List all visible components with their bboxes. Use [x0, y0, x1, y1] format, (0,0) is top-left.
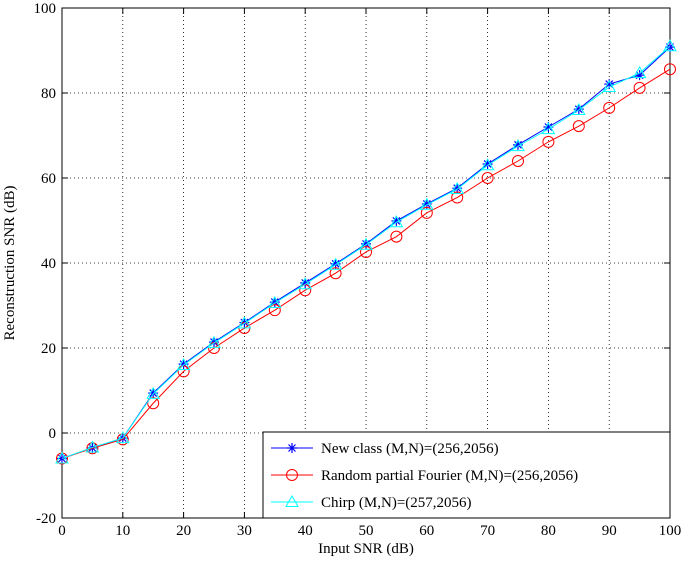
marker: [421, 198, 432, 209]
legend-label: Random partial Fourier (M,N)=(256,2056): [321, 468, 578, 484]
legend-marker: [285, 494, 299, 507]
legend-label: Chirp (M,N)=(257,2056): [321, 495, 472, 511]
x-tick-label: 80: [541, 523, 556, 539]
marker: [115, 431, 130, 444]
marker: [237, 316, 252, 329]
marker: [178, 359, 189, 370]
marker: [541, 122, 556, 135]
marker: [571, 102, 586, 115]
marker: [604, 79, 615, 90]
y-tick-label: 80: [41, 86, 56, 102]
marker: [86, 442, 99, 455]
y-tick-label: 100: [34, 1, 57, 17]
y-tick-label: 20: [41, 341, 56, 357]
x-tick-label: 70: [480, 523, 495, 539]
marker: [55, 451, 69, 464]
marker: [572, 120, 585, 133]
series-line: [61, 45, 671, 459]
marker: [603, 101, 616, 114]
x-tick-label: 10: [115, 523, 130, 539]
marker: [268, 304, 281, 317]
marker: [542, 135, 555, 148]
marker: [329, 267, 342, 280]
marker: [419, 197, 434, 210]
y-axis-label: Reconstruction SNR (dB): [2, 186, 18, 341]
marker: [177, 365, 190, 378]
y-tick-label: 60: [41, 171, 56, 187]
marker: [298, 277, 313, 290]
marker: [360, 245, 372, 258]
marker: [573, 104, 584, 115]
legend-label: New class (M,N)=(256,2056): [321, 441, 499, 457]
marker: [602, 80, 617, 93]
marker: [207, 335, 221, 348]
x-tick-label: 0: [58, 523, 66, 539]
marker: [665, 42, 675, 53]
x-tick-label: 20: [176, 523, 191, 539]
marker: [450, 182, 465, 195]
legend-marker: [287, 443, 297, 453]
x-axis-label: Input SNR (dB): [318, 541, 414, 557]
marker: [663, 39, 677, 52]
x-tick-label: 90: [602, 523, 617, 539]
marker: [148, 388, 159, 399]
marker: [300, 277, 311, 288]
x-tick-label: 100: [659, 523, 682, 539]
marker: [632, 66, 647, 79]
marker: [330, 258, 341, 269]
marker: [543, 122, 554, 132]
marker: [147, 397, 160, 410]
x-tick-label: 30: [237, 523, 252, 539]
marker: [328, 257, 343, 270]
marker: [481, 172, 494, 184]
marker: [361, 238, 371, 249]
marker: [633, 81, 646, 94]
marker: [389, 215, 404, 228]
marker: [482, 158, 493, 169]
marker: [146, 386, 161, 399]
x-tick-label: 50: [359, 523, 374, 539]
marker: [480, 158, 495, 171]
series-line: [61, 68, 671, 459]
x-tick-label: 40: [298, 523, 313, 539]
marker: [451, 191, 464, 204]
y-tick-label: -20: [36, 511, 56, 527]
marker: [176, 357, 191, 370]
legend-box: [262, 431, 671, 519]
marker: [664, 63, 676, 76]
y-tick-label: 40: [41, 256, 56, 272]
x-tick-label: 60: [419, 523, 434, 539]
marker: [391, 215, 402, 226]
marker: [452, 183, 463, 194]
marker: [511, 139, 525, 152]
marker: [634, 70, 645, 81]
marker: [267, 295, 282, 308]
y-tick-label: 0: [49, 426, 57, 442]
marker: [85, 440, 100, 453]
marker: [513, 139, 523, 150]
marker: [420, 206, 433, 219]
marker: [359, 237, 373, 250]
marker: [512, 155, 524, 167]
legend-marker: [286, 469, 298, 481]
marker: [390, 230, 403, 243]
marker: [269, 297, 280, 308]
